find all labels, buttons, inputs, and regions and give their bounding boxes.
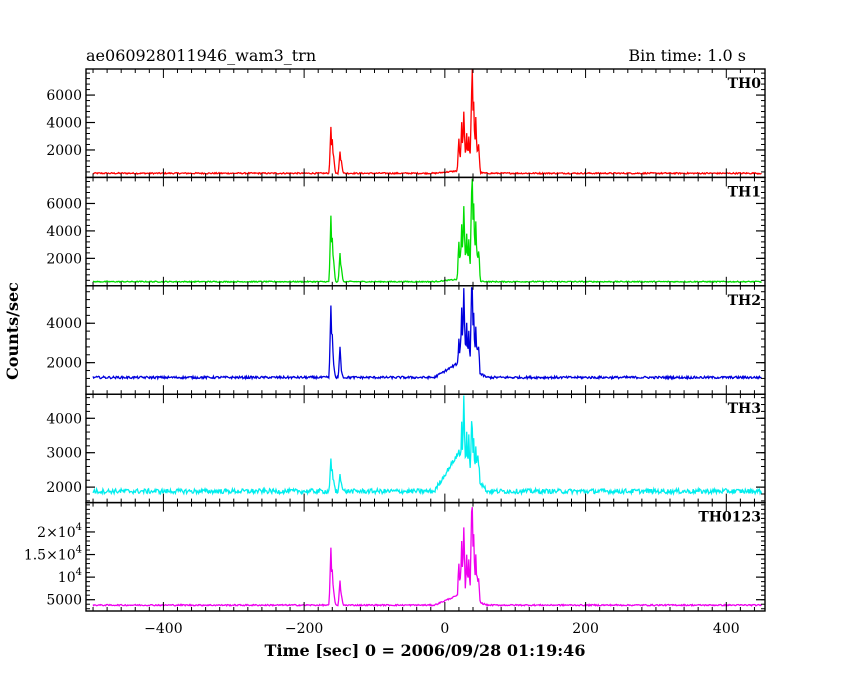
y-axis-label: Counts/sec [3,282,22,380]
panels-group: 2000 4000 6000 TH0 2000 4000 6000 TH1 2000 4000 TH… [24,68,766,612]
y-tick-label: 4000 [46,116,82,132]
panel-th0: 2000 4000 6000 TH0 [46,68,766,179]
y-tick-label: 6000 [46,88,82,104]
series-line-th0123 [92,507,762,608]
panel-frame [85,393,766,504]
series-line-th2 [92,287,762,381]
y-tick-label: 6000 [46,196,82,212]
panel-label-th1: TH1 [728,184,761,200]
panel-frame [85,68,766,179]
y-tick-label: 5000 [46,593,82,609]
bin-time-label: Bin time: 1.0 s [628,46,746,65]
y-tick-label: 4000 [46,316,82,332]
panel-frame [85,176,766,287]
x-tick-label: −400 [144,621,182,637]
panel-label-th0123: TH0123 [698,510,761,526]
panel-th1: 2000 4000 6000 TH1 [46,176,766,287]
panel-th2: 2000 4000 TH2 [46,285,766,395]
y-tick-label: 4000 [46,224,82,240]
y-tick-label: 4000 [46,411,82,427]
x-tick-label: −200 [285,621,323,637]
panel-th3: 2000 3000 4000 TH3 [46,393,766,504]
x-tick-label: 400 [713,621,740,637]
x-axis-label: Time [sec] 0 = 2006/09/28 01:19:46 [265,641,586,660]
panel-label-th0: TH0 [728,76,762,92]
chart-title: ae060928011946_wam3_trn [86,46,316,65]
panel-label-th3: TH3 [728,401,761,417]
y-tick-label: 2000 [46,356,82,372]
x-axis: −400 −200 0 200 400 [144,621,739,637]
y-tick-label: 1.5×104 [24,545,82,564]
x-tick-label: 200 [572,621,599,637]
y-tick-label: 2000 [46,143,82,159]
panel-frame [85,501,766,612]
y-tick-label: 3000 [46,446,82,462]
y-tick-label: 104 [58,567,82,586]
y-tick-label: 2000 [46,251,82,267]
y-tick-label: 2000 [46,480,82,496]
panel-label-th2: TH2 [728,293,761,309]
x-tick-label: 0 [440,621,449,637]
series-line-th0 [92,68,762,176]
panel-th0123: 5000 104 1.5×104 2×104 TH0123 [24,501,766,612]
series-line-th3 [92,395,763,497]
y-tick-label: 2×104 [37,522,82,541]
series-line-th1 [92,178,762,284]
